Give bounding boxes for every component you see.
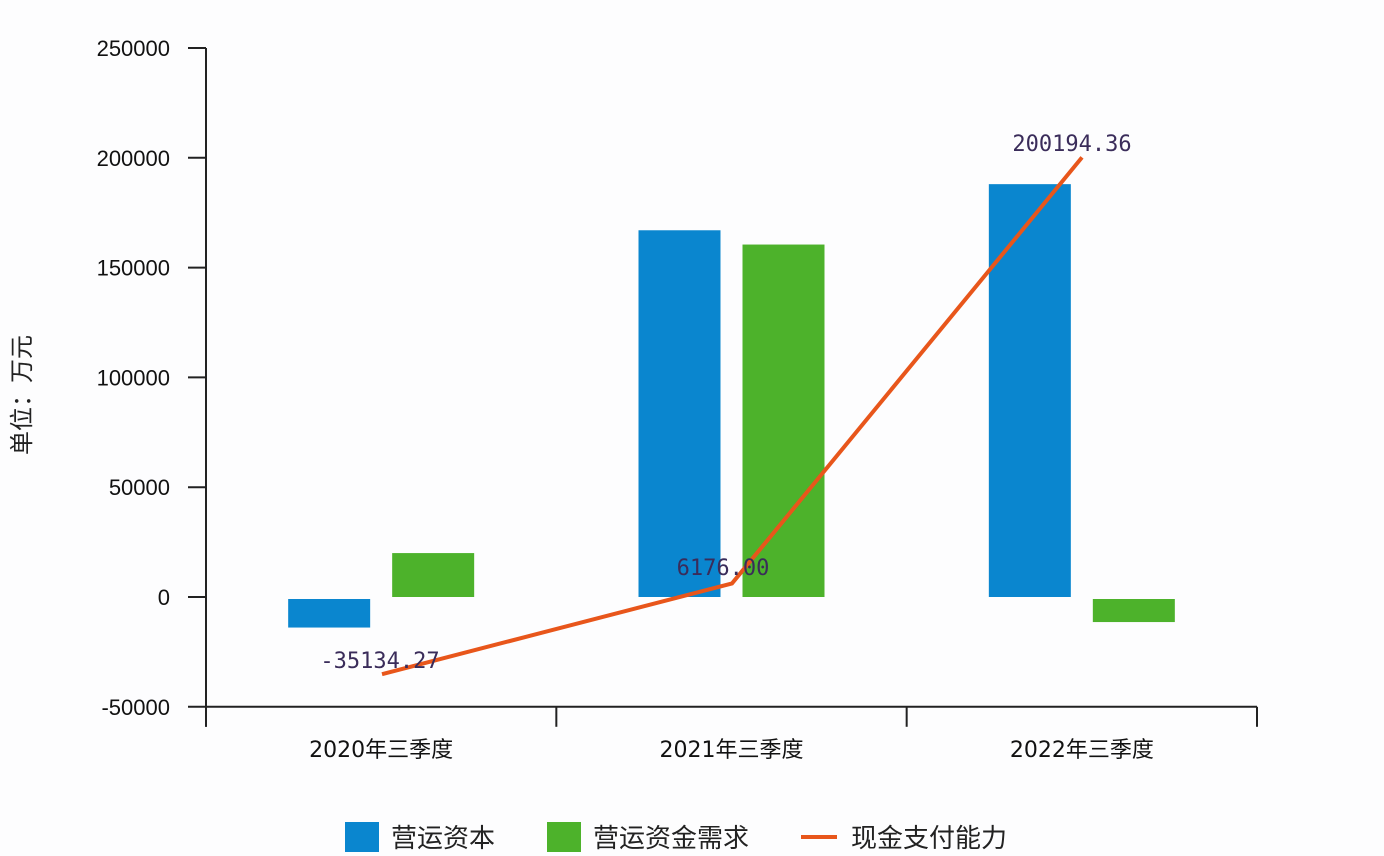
data-label: 200194.36 bbox=[1012, 132, 1131, 157]
legend-swatch-icon bbox=[345, 821, 379, 852]
legend-swatch-icon bbox=[547, 821, 582, 852]
y-tick-label: 250000 bbox=[97, 36, 170, 61]
legend-label: 现金支付能力 bbox=[851, 824, 1008, 854]
y-tick-label: 150000 bbox=[97, 256, 170, 281]
data-label: 6176.00 bbox=[677, 556, 770, 581]
bar-working-capital bbox=[288, 599, 371, 628]
bar-working-capital-demand bbox=[392, 553, 475, 597]
y-tick-label: 100000 bbox=[97, 365, 170, 390]
y-axis-label: 单位：万元 bbox=[8, 335, 36, 455]
x-tick-label: 2020年三季度 bbox=[309, 738, 453, 763]
legend-item: 现金支付能力 bbox=[801, 818, 1007, 855]
legend-label: 营运资本 bbox=[391, 824, 496, 854]
bar-working-capital bbox=[638, 230, 721, 597]
x-tick-label: 2022年三季度 bbox=[1010, 738, 1154, 763]
bar-working-capital bbox=[988, 184, 1071, 598]
legend-item: 营运资本 bbox=[345, 818, 495, 855]
y-tick-label: 200000 bbox=[97, 146, 170, 171]
y-tick-label: 50000 bbox=[109, 475, 170, 500]
legend-item: 营运资金需求 bbox=[547, 818, 749, 855]
bar-working-capital-demand bbox=[1092, 599, 1175, 623]
y-tick-label: -50000 bbox=[101, 695, 170, 720]
line-cash-payment-capacity bbox=[381, 156, 1084, 677]
data-label: -35134.27 bbox=[320, 649, 439, 674]
legend-line-icon bbox=[801, 834, 838, 839]
x-tick-label: 2021年三季度 bbox=[660, 738, 804, 763]
y-tick-label: 0 bbox=[158, 585, 170, 610]
bar-working-capital-demand bbox=[742, 244, 825, 598]
legend-label: 营运资金需求 bbox=[593, 824, 750, 854]
legend: 营运资本 营运资金需求 现金支付能力 bbox=[345, 818, 1059, 855]
